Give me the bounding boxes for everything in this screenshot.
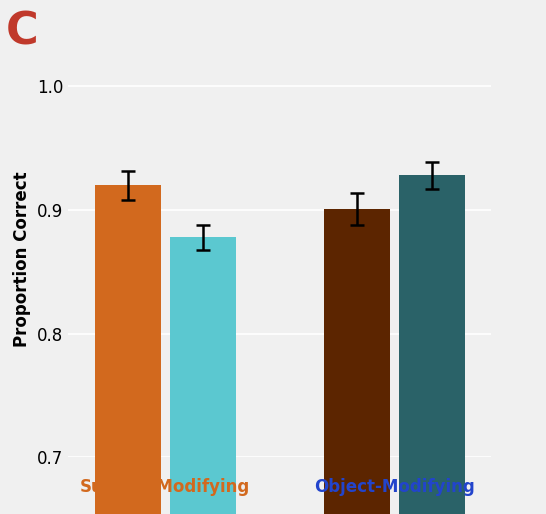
Y-axis label: Proportion Correct: Proportion Correct: [14, 172, 32, 347]
Text: C: C: [5, 10, 38, 53]
Bar: [399, 175, 465, 514]
Text: Subject-Modifying: Subject-Modifying: [80, 479, 251, 497]
Bar: [94, 186, 161, 514]
Bar: [324, 209, 390, 514]
Text: Object-Modifying: Object-Modifying: [314, 479, 475, 497]
Bar: [170, 237, 236, 514]
